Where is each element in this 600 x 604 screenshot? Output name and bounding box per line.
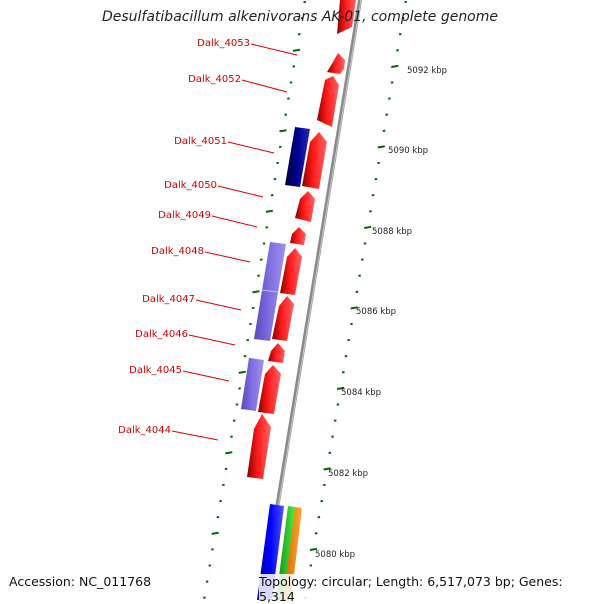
gene-arrow-dalk-4052: [317, 76, 339, 127]
gene-arrow-dalk-4046: [268, 343, 285, 363]
gene-label: Dalk_4048: [151, 246, 204, 257]
scale-major-tick: [225, 452, 232, 453]
scale-label: 5082 kbp: [328, 469, 368, 479]
gene-label: Dalk_4047: [142, 294, 195, 305]
leader-line: [218, 186, 263, 197]
leader-line: [205, 252, 250, 262]
leader-line: [251, 44, 297, 55]
page-title: Desulfatibacillum alkenivorans AK-01, co…: [0, 9, 600, 25]
scale-label: 5088 kbp: [372, 227, 412, 237]
scale-major-tick: [378, 146, 385, 147]
leader-line: [196, 300, 241, 310]
leader-line: [189, 335, 235, 345]
accession-label: Accession: NC_011768: [9, 574, 151, 589]
gene-features: [241, 0, 356, 600]
gene-label: Dalk_4049: [158, 210, 211, 221]
scale-major-tick: [239, 372, 246, 373]
gene-label: Dalk_4046: [135, 329, 188, 340]
scale-labels: 5092 kbp 5090 kbp 5088 kbp 5086 kbp 5084…: [315, 66, 447, 560]
scale-ticks-right: [304, 2, 407, 598]
gene-label: Dalk_4045: [129, 365, 182, 376]
leader-line: [183, 371, 229, 381]
gene-arrow-dalk-4050: [295, 191, 315, 222]
gene-arrow-dalk-4044: [247, 414, 271, 479]
gene-label: Dalk_4053: [197, 38, 250, 49]
scale-major-tick: [391, 66, 398, 67]
gene-arrow-dalk-4049: [290, 227, 306, 245]
scale-major-tick: [266, 211, 273, 212]
scale-major-tick: [212, 533, 219, 534]
gene-label: Dalk_4052: [188, 74, 241, 85]
leader-line: [228, 142, 274, 153]
scale-label: 5092 kbp: [407, 66, 447, 76]
scale-label: 5090 kbp: [388, 146, 428, 156]
leader-line: [242, 80, 287, 92]
gene-label: Dalk_4044: [118, 425, 171, 436]
gene-label: Dalk_4051: [174, 136, 227, 147]
scale-label: 5086 kbp: [356, 307, 396, 317]
scale-major-tick: [280, 130, 287, 131]
scale-label: 5084 kbp: [341, 388, 381, 398]
leader-line: [212, 216, 257, 227]
gene-label: Dalk_4050: [164, 180, 217, 191]
scale-major-tick: [293, 50, 300, 51]
scale-label: 5080 kbp: [315, 550, 355, 560]
leader-line: [172, 431, 218, 440]
scale-major-tick: [364, 227, 371, 228]
gene-arrow-dalk-4053: [327, 53, 345, 74]
scale-major-tick: [252, 291, 259, 292]
